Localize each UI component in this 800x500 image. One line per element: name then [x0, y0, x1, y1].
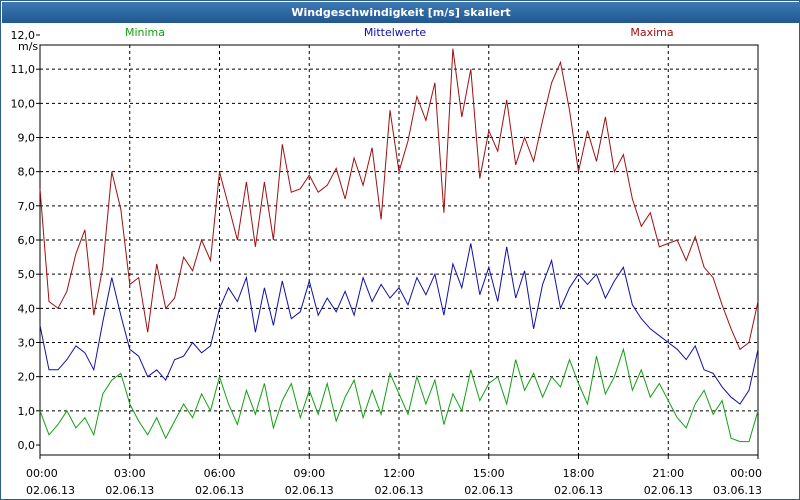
y-tick-label: 7,0: [18, 200, 36, 213]
x-tick-time: 00:00: [26, 467, 58, 480]
legend: Minima Mittelwerte Maxima: [125, 26, 674, 39]
legend-entry-minima: Minima: [125, 26, 165, 39]
grid: [40, 45, 758, 455]
x-tick-time: 03:00: [114, 467, 146, 480]
x-tick-time: 21:00: [652, 467, 684, 480]
y-axis: 0,0 1,0 2,0 3,0 4,0 5,0 6,0 7,0 8,0 9,0 10,0 11,0 12…: [11, 29, 40, 452]
x-tick-time: 12:00: [383, 467, 415, 480]
y-axis-label: m/s: [18, 40, 38, 53]
x-tick-date: 02.06.13: [26, 484, 75, 497]
y-tick-label: 2,0: [18, 371, 36, 384]
y-tick-label: 4,0: [18, 302, 36, 315]
y-tick-label: 0,0: [18, 439, 36, 452]
x-tick-time: 06:00: [204, 467, 236, 480]
y-tick-label: 9,0: [18, 132, 36, 145]
x-tick-time: 15:00: [473, 467, 505, 480]
x-tick-date: 02.06.13: [285, 484, 334, 497]
x-tick-time: 00:00: [730, 467, 762, 480]
x-tick-time: 09:00: [293, 467, 325, 480]
y-tick-label: 12,0: [11, 29, 36, 42]
y-tick-label: 11,0: [11, 63, 36, 76]
chart-title: Windgeschwindigkeit [m/s] skaliert: [2, 2, 800, 23]
x-tick-date: 02.06.13: [554, 484, 603, 497]
legend-entry-maxima: Maxima: [630, 26, 673, 39]
x-tick-date: 02.06.13: [105, 484, 154, 497]
legend-entry-mittelwerte: Mittelwerte: [364, 26, 427, 39]
series-lines: [39, 48, 759, 443]
x-tick-time: 18:00: [563, 467, 595, 480]
y-tick-label: 6,0: [18, 234, 36, 247]
x-tick-date: 02.06.13: [375, 484, 424, 497]
x-tick-date: 02.06.13: [464, 484, 513, 497]
x-axis: 00:00 02.06.13 03:00 02.06.13 06:00 02.06.13 0…: [26, 455, 762, 497]
x-tick-date: 03.06.13: [713, 484, 762, 497]
series-line-maxima: [39, 48, 759, 351]
series-line-minima: [39, 347, 759, 443]
series-line-mittelwerte: [39, 243, 759, 405]
y-tick-label: 1,0: [18, 405, 36, 418]
y-tick-label: 8,0: [18, 166, 36, 179]
y-tick-label: 5,0: [18, 268, 36, 281]
y-tick-label: 10,0: [11, 97, 36, 110]
x-tick-date: 02.06.13: [644, 484, 693, 497]
y-tick-label: 3,0: [18, 337, 36, 350]
x-tick-date: 02.06.13: [195, 484, 244, 497]
